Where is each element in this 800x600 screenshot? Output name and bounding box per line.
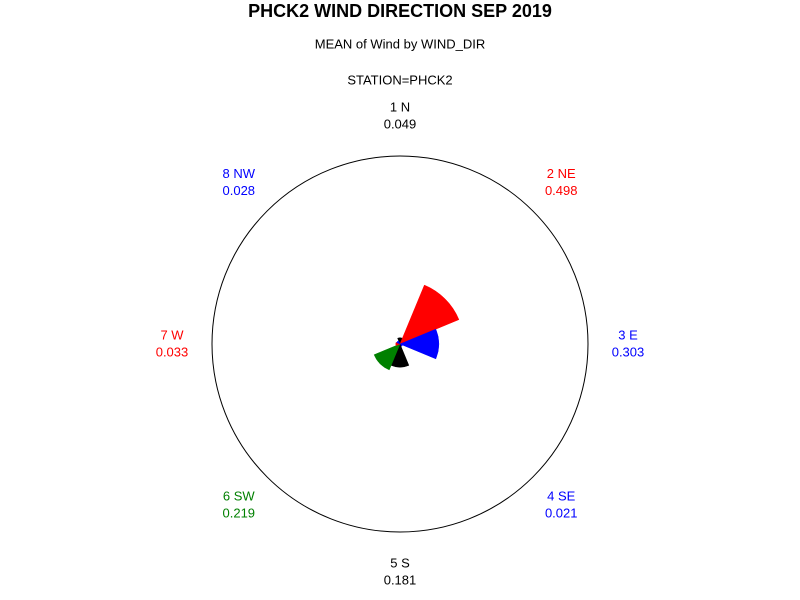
wedge: [373, 343, 401, 371]
chart-subtitle: MEAN of Wind by WIND_DIR: [315, 36, 485, 51]
value-label: 0.049: [384, 116, 417, 131]
direction-label: 5 S: [390, 555, 410, 570]
station-label: STATION=PHCK2: [347, 72, 452, 87]
value-label: 0.028: [223, 183, 256, 198]
value-label: 0.033: [156, 344, 189, 359]
value-label: 0.181: [384, 572, 417, 587]
value-label: 0.303: [612, 344, 645, 359]
direction-label: 7 W: [160, 327, 184, 342]
direction-label: 2 NE: [547, 166, 576, 181]
direction-label: 8 NW: [223, 166, 256, 181]
direction-label: 1 N: [390, 99, 410, 114]
value-label: 0.498: [545, 183, 578, 198]
outer-circle: [211, 155, 589, 533]
value-label: 0.021: [545, 506, 578, 521]
direction-label: 4 SE: [547, 489, 576, 504]
wedge: [396, 340, 401, 345]
chart-title: PHCK2 WIND DIRECTION SEP 2019: [248, 1, 552, 21]
direction-label: 6 SW: [223, 489, 256, 504]
wedge: [399, 328, 440, 360]
wedge: [399, 284, 460, 345]
wedge: [395, 342, 401, 346]
direction-label: 3 E: [618, 327, 638, 342]
value-label: 0.219: [223, 506, 256, 521]
